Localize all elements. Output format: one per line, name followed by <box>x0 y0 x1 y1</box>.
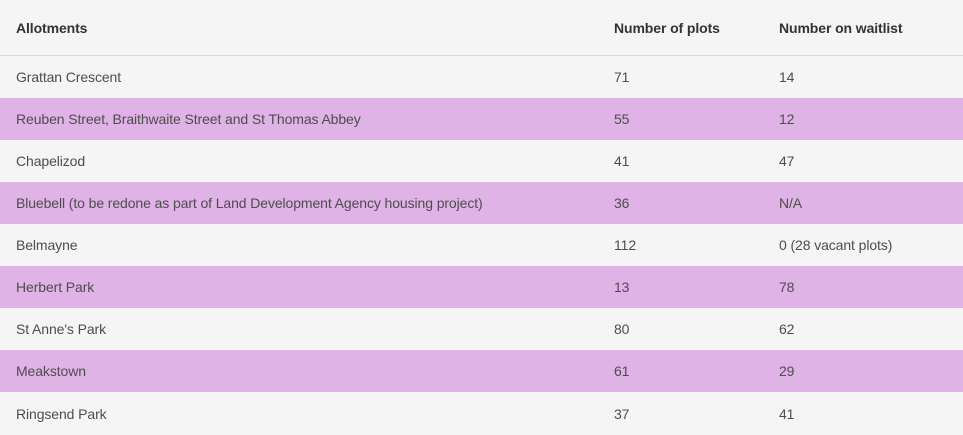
plots-count-cell: 41 <box>614 153 630 169</box>
plots-count-cell: 36 <box>614 195 630 211</box>
table-row: Meakstown 61 29 <box>0 350 963 392</box>
column-header-allotments: Allotments <box>16 19 88 36</box>
column-header-number-on-waitlist: Number on waitlist <box>779 19 903 36</box>
table-row: Grattan Crescent 71 14 <box>0 56 963 98</box>
table-row: Herbert Park 13 78 <box>0 266 963 308</box>
allotment-name-cell: Ringsend Park <box>16 405 107 422</box>
plots-count-cell: 61 <box>614 363 630 379</box>
allotment-name-cell: Reuben Street, Braithwaite Street and St… <box>16 111 361 127</box>
table-row: Chapelizod 41 47 <box>0 140 963 182</box>
table-body: Grattan Crescent 71 14 Reuben Street, Br… <box>0 56 963 435</box>
waitlist-count-cell: 78 <box>779 279 795 295</box>
allotment-name-cell: Bluebell (to be redone as part of Land D… <box>16 195 483 211</box>
table-row: Belmayne 112 0 (28 vacant plots) <box>0 224 963 266</box>
waitlist-count-cell: 62 <box>779 321 795 337</box>
table-row: Ringsend Park 37 41 <box>0 392 963 435</box>
table-row: St Anne's Park 80 62 <box>0 308 963 350</box>
allotment-name-cell: Grattan Crescent <box>16 69 121 85</box>
allotment-name-cell: Belmayne <box>16 237 78 253</box>
waitlist-count-cell: 14 <box>779 69 795 85</box>
plots-count-cell: 112 <box>614 237 637 253</box>
column-header-number-of-plots: Number of plots <box>614 19 720 36</box>
table-header-row: Allotments Number of plots Number on wai… <box>0 0 963 56</box>
waitlist-count-cell: 29 <box>779 363 795 379</box>
allotment-name-cell: Meakstown <box>16 363 86 379</box>
plots-count-cell: 37 <box>614 405 630 422</box>
waitlist-count-cell: 0 (28 vacant plots) <box>779 237 893 253</box>
waitlist-count-cell: 41 <box>779 405 795 422</box>
allotment-name-cell: St Anne's Park <box>16 321 106 337</box>
plots-count-cell: 55 <box>614 111 630 127</box>
waitlist-count-cell: 12 <box>779 111 795 127</box>
waitlist-count-cell: N/A <box>779 195 803 211</box>
table-row: Bluebell (to be redone as part of Land D… <box>0 182 963 224</box>
waitlist-count-cell: 47 <box>779 153 795 169</box>
plots-count-cell: 80 <box>614 321 630 337</box>
plots-count-cell: 13 <box>614 279 630 295</box>
table-row: Reuben Street, Braithwaite Street and St… <box>0 98 963 140</box>
plots-count-cell: 71 <box>614 69 630 85</box>
allotment-name-cell: Herbert Park <box>16 279 95 295</box>
allotment-name-cell: Chapelizod <box>16 153 86 169</box>
